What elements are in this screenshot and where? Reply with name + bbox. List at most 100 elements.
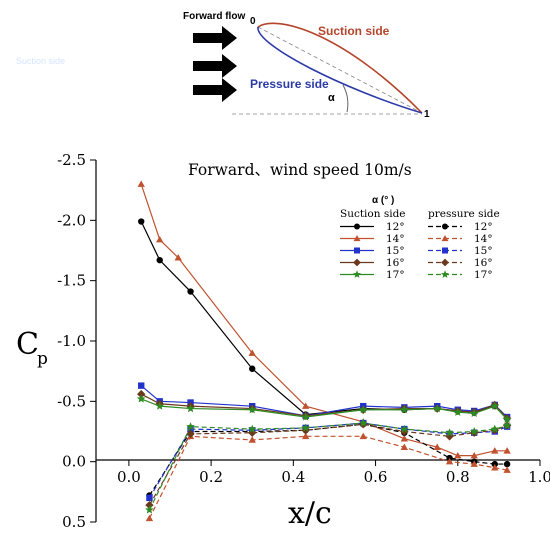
leading-edge-label: 0 xyxy=(250,16,256,27)
y-tick-label: -0.5 xyxy=(57,392,86,410)
data-point xyxy=(247,424,257,433)
flow-arrow-icon xyxy=(193,54,237,78)
data-point xyxy=(491,464,499,471)
data-point xyxy=(301,412,310,421)
legend-entry: 14° xyxy=(340,233,405,245)
x-tick-label: 1.0 xyxy=(528,468,550,486)
y-axis-label-main: C xyxy=(16,327,39,362)
series-line xyxy=(148,422,508,511)
data-point xyxy=(137,389,146,399)
data-point xyxy=(491,447,499,454)
data-point xyxy=(503,447,511,454)
series-line xyxy=(140,385,508,418)
flow-arrow-icon xyxy=(193,26,237,50)
legend-col1-header: Suction side xyxy=(340,208,406,220)
legend-label: 16° xyxy=(474,257,493,269)
legend-entry: 14° xyxy=(428,233,493,245)
data-point xyxy=(400,424,409,433)
series-line xyxy=(148,423,508,506)
data-point xyxy=(400,405,409,414)
legend: α (° ) Suction side pressure side 12°14°… xyxy=(340,195,500,281)
data-point xyxy=(248,349,256,356)
data-point xyxy=(502,414,512,424)
data-point xyxy=(247,405,257,414)
data-point xyxy=(187,425,194,433)
data-point xyxy=(137,180,145,187)
data-point xyxy=(503,466,511,473)
data-point xyxy=(156,235,164,243)
y-axis-label-subscript: p xyxy=(37,349,48,369)
data-point xyxy=(249,365,256,372)
x-axis-label: x/c xyxy=(288,496,332,531)
data-point xyxy=(502,420,512,430)
x-tick-label: 0.4 xyxy=(281,468,305,486)
airfoil-diagram: Forward flow 0 1 Suction side Pressure s… xyxy=(183,11,430,120)
series-suction-3 xyxy=(137,389,512,423)
data-point xyxy=(174,254,182,261)
data-point xyxy=(136,394,146,403)
legend-col2-header: pressure side xyxy=(428,208,500,220)
y-tick-label: -1.5 xyxy=(57,272,86,290)
data-point xyxy=(503,460,511,468)
data-point xyxy=(358,405,368,414)
data-point xyxy=(145,505,154,514)
series-suction-1 xyxy=(137,180,511,459)
series-pressure-9 xyxy=(145,418,512,514)
data-point xyxy=(187,288,194,295)
series-line xyxy=(148,435,508,519)
data-point xyxy=(138,382,145,389)
pressure-side-label: Pressure side xyxy=(250,77,329,91)
y-tick-label: -2.0 xyxy=(57,211,86,229)
data-point xyxy=(248,428,257,437)
legend-label: 14° xyxy=(386,233,405,245)
flow-arrow-icon xyxy=(193,78,237,102)
legend-label: 16° xyxy=(386,257,405,269)
series-suction-4 xyxy=(136,394,512,424)
data-point xyxy=(358,418,368,427)
legend-entry: 16° xyxy=(340,257,405,269)
data-point xyxy=(186,404,195,413)
y-ticks: -2.5 -2.0 -1.5 -1.0 -0.5 0.0 0.5 xyxy=(57,151,96,531)
y-tick-label: 0.5 xyxy=(62,513,86,531)
series-line xyxy=(148,423,508,496)
data-point xyxy=(155,401,164,410)
legend-entry: 17° xyxy=(340,269,405,281)
data-point xyxy=(470,451,478,459)
legend-entry: 17° xyxy=(428,269,493,281)
data-point xyxy=(400,443,409,450)
y-axis-label: C p xyxy=(16,327,48,369)
x-tick-label: 0.6 xyxy=(364,468,388,486)
data-point xyxy=(301,432,310,440)
legend-marker xyxy=(353,235,361,242)
legend-marker xyxy=(442,223,448,230)
series-line xyxy=(140,393,508,419)
data-point xyxy=(248,436,256,443)
data-point xyxy=(301,423,310,432)
chart-title: Forward、wind speed 10m/s xyxy=(188,161,412,179)
data-point xyxy=(138,218,145,225)
series-layer xyxy=(136,180,512,522)
legend-marker xyxy=(354,223,360,230)
x-tick-label: 0.0 xyxy=(117,468,141,486)
legend-label: 15° xyxy=(474,245,493,257)
data-point xyxy=(186,429,195,439)
data-point xyxy=(145,500,154,510)
legend-marker xyxy=(354,247,360,254)
suction-side-label: Suction side xyxy=(318,24,390,38)
flow-arrows xyxy=(193,26,237,102)
data-point xyxy=(469,427,479,436)
data-point xyxy=(453,407,463,416)
suction-side-curve xyxy=(257,22,423,114)
legend-entry: 15° xyxy=(428,245,493,257)
data-point xyxy=(445,432,454,441)
data-point xyxy=(301,402,310,409)
legend-marker xyxy=(441,270,449,278)
legend-label: 12° xyxy=(474,221,493,233)
x-tick-label: 0.2 xyxy=(199,468,223,486)
data-point xyxy=(156,256,163,264)
trailing-edge-label: 1 xyxy=(424,109,430,120)
data-point xyxy=(186,422,195,431)
data-point xyxy=(469,408,479,418)
legend-label: 15° xyxy=(386,245,405,257)
